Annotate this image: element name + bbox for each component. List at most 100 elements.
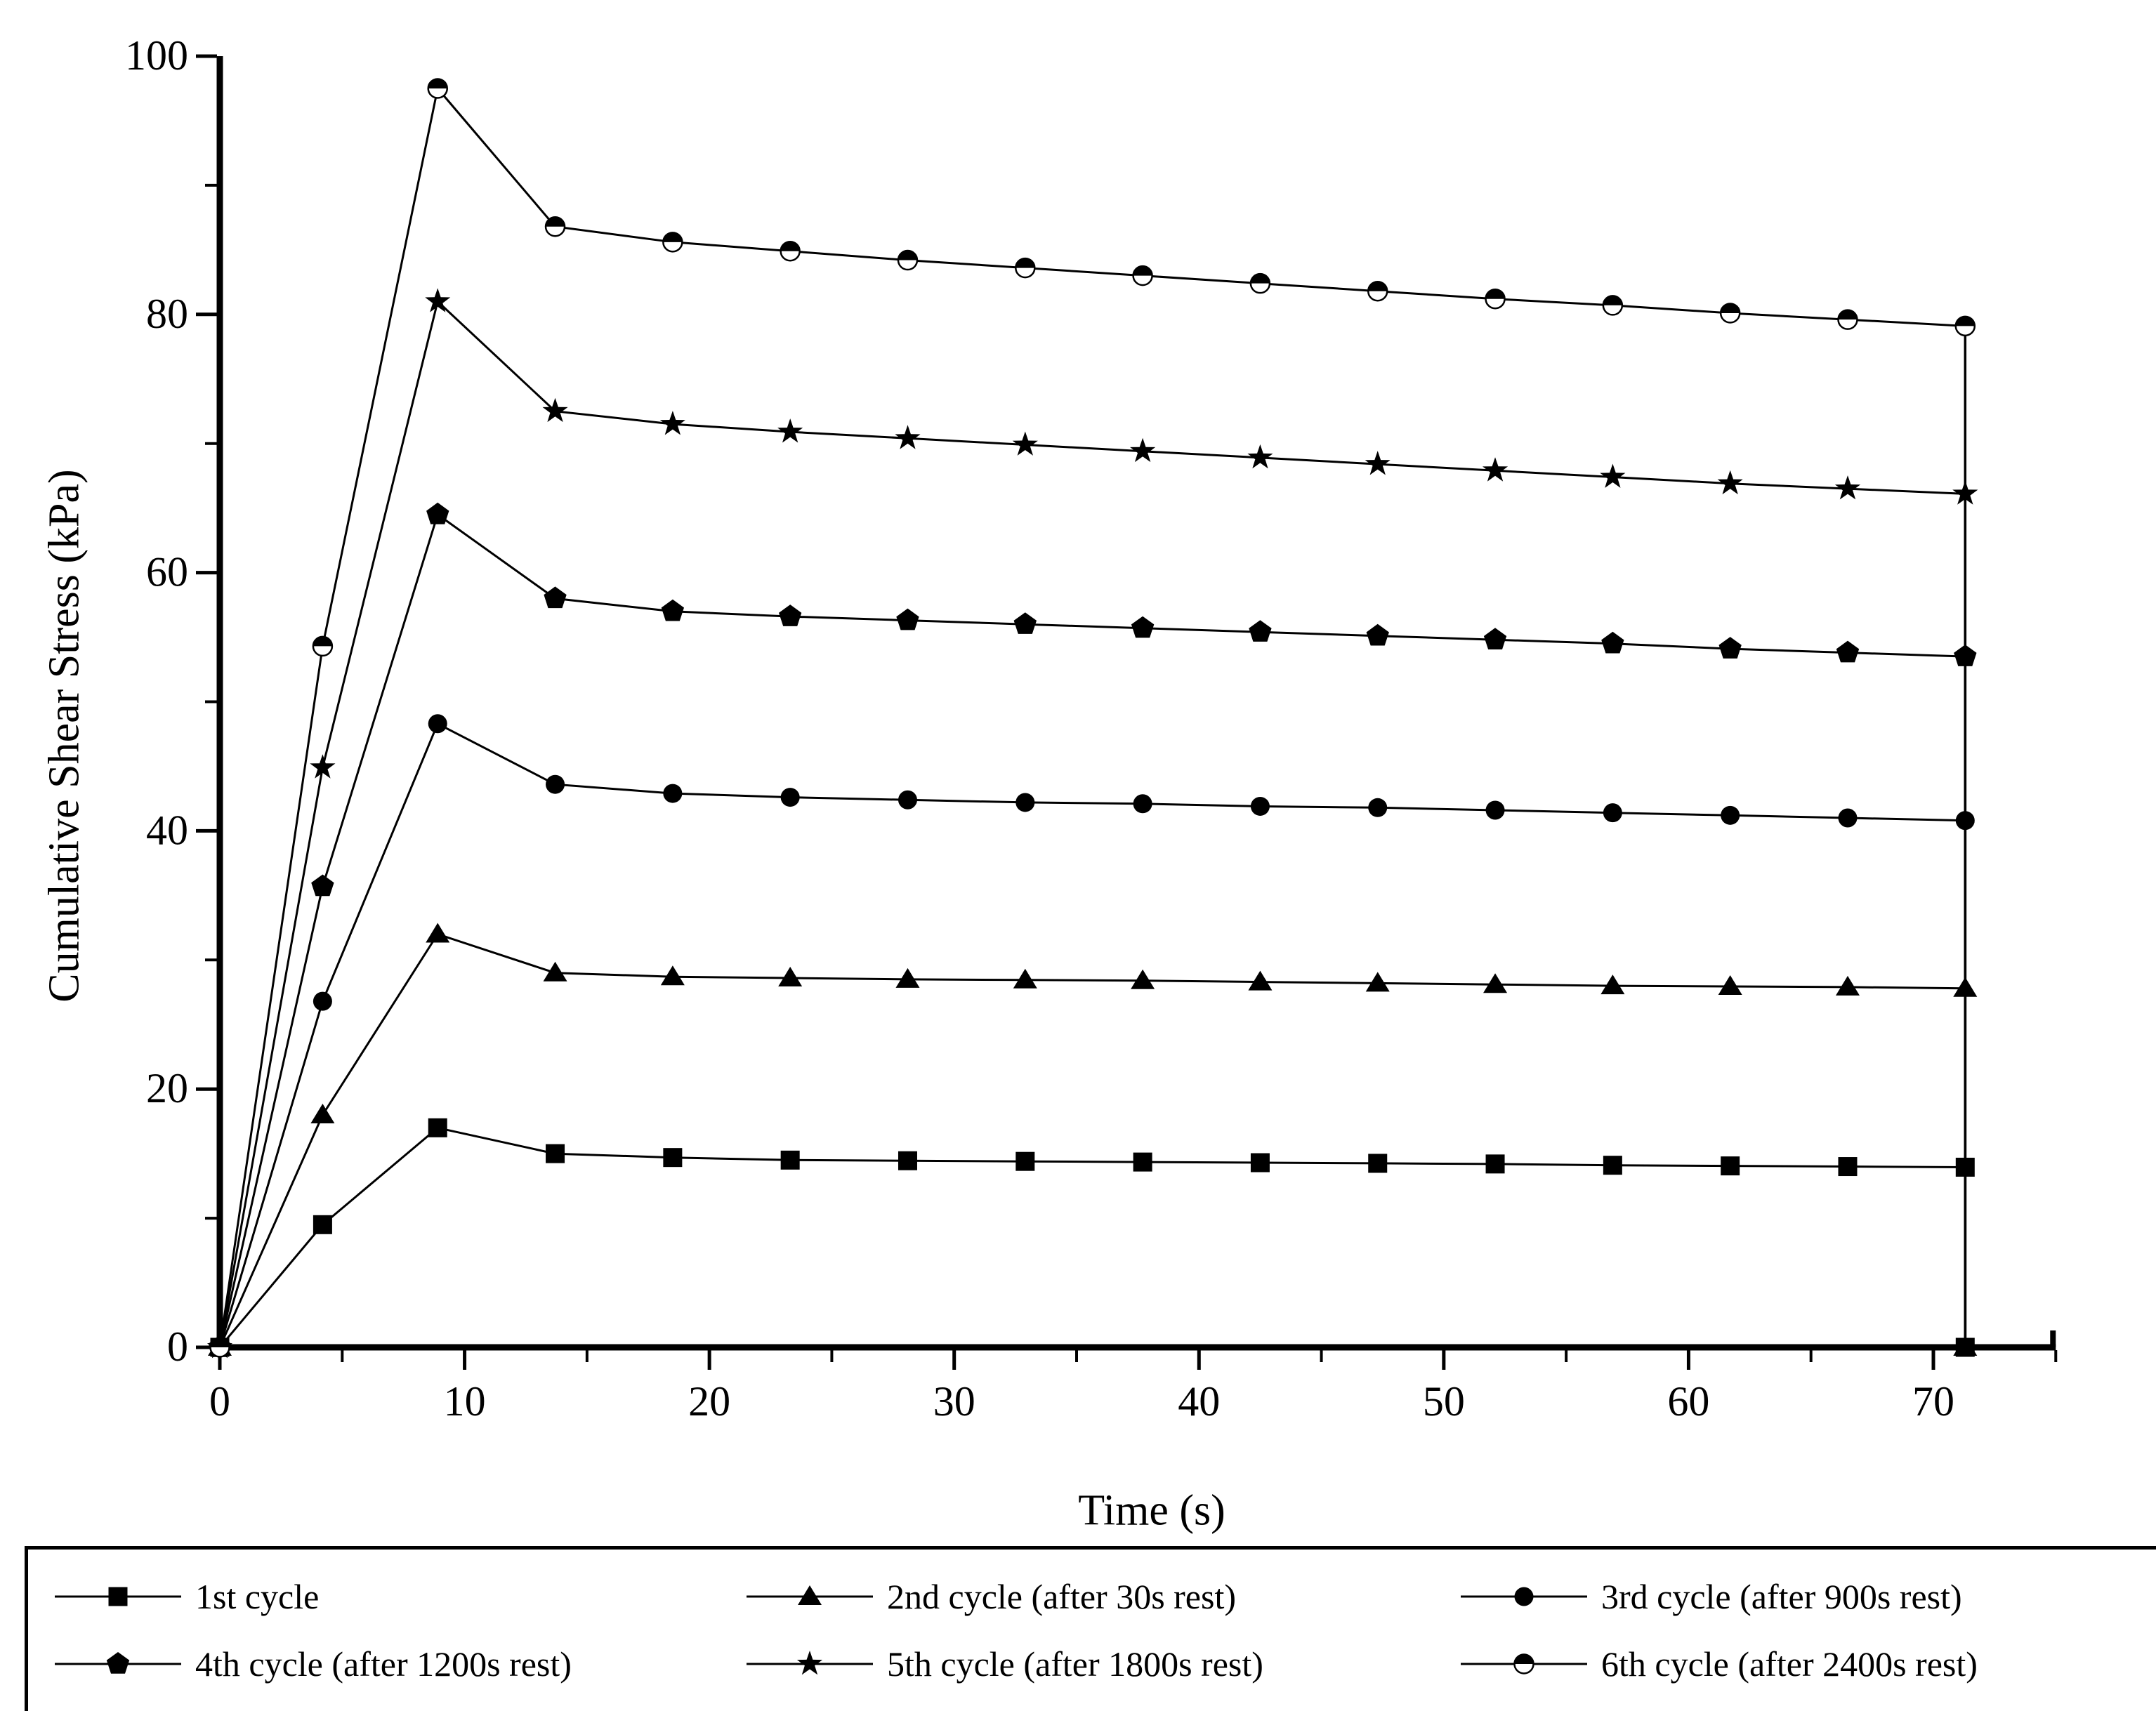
legend-label: 5th cycle (after 1800s rest) bbox=[887, 1644, 1263, 1684]
legend-marker-filled-star bbox=[796, 1651, 823, 1675]
marker-filled-circle bbox=[1133, 794, 1152, 814]
marker-filled-star bbox=[425, 288, 451, 312]
legend-item-2nd-cycle: 2nd cycle (after 30s rest) bbox=[747, 1576, 1461, 1617]
marker-filled-square bbox=[663, 1148, 683, 1168]
marker-half-filled-circle bbox=[1485, 288, 1506, 310]
marker-filled-circle bbox=[1838, 808, 1858, 828]
series-line bbox=[218, 299, 1966, 1348]
legend-icon-svg bbox=[1461, 1587, 1587, 1606]
marker-filled-triangle bbox=[1835, 975, 1860, 996]
marker-filled-star bbox=[1365, 451, 1391, 475]
marker-filled-star bbox=[310, 754, 336, 779]
marker-half-filled-circle bbox=[662, 232, 683, 253]
marker-filled-star bbox=[1130, 437, 1156, 463]
legend-label: 6th cycle (after 2400s rest) bbox=[1601, 1644, 1978, 1684]
marker-half-filled-circle bbox=[1132, 265, 1153, 286]
marker-filled-circle bbox=[780, 788, 800, 807]
marker-filled-triangle bbox=[543, 961, 567, 982]
x-tick-label: 0 bbox=[209, 1378, 230, 1425]
marker-filled-pentagon bbox=[779, 605, 802, 626]
marker-filled-square bbox=[428, 1118, 447, 1137]
marker-filled-square bbox=[1603, 1156, 1622, 1175]
x-tick-label: 30 bbox=[933, 1378, 975, 1425]
marker-filled-square bbox=[780, 1150, 800, 1170]
marker-filled-star bbox=[895, 425, 921, 449]
marker-filled-square bbox=[1368, 1154, 1388, 1173]
legend-item-6th-cycle: 6th cycle (after 2400s rest) bbox=[1461, 1644, 2156, 1684]
axes bbox=[216, 56, 2056, 1351]
marker-filled-circle bbox=[1721, 805, 1740, 825]
marker-half-filled-circle bbox=[544, 216, 566, 237]
marker-filled-pentagon bbox=[1483, 628, 1507, 649]
marker-filled-circle bbox=[1603, 803, 1622, 823]
marker-half-filled-circle bbox=[1015, 257, 1036, 279]
y-tick-label: 100 bbox=[125, 32, 188, 79]
marker-filled-circle bbox=[1485, 800, 1505, 820]
marker-filled-square bbox=[1133, 1152, 1152, 1172]
legend-icon-svg bbox=[1461, 1653, 1587, 1674]
y-tick-label: 60 bbox=[146, 549, 188, 595]
marker-filled-pentagon bbox=[426, 502, 449, 524]
marker-half-filled-circle bbox=[1837, 309, 1858, 330]
series-line bbox=[218, 86, 1966, 1348]
marker-filled-square bbox=[1485, 1154, 1505, 1174]
legend-marker-filled-pentagon-icon bbox=[55, 1644, 181, 1684]
marker-half-filled-circle bbox=[1249, 272, 1271, 294]
legend-icon-svg bbox=[55, 1652, 181, 1674]
marker-filled-circle bbox=[898, 790, 917, 810]
marker-filled-square bbox=[1721, 1156, 1740, 1176]
legend-marker-filled-triangle bbox=[798, 1585, 822, 1605]
marker-half-filled-circle bbox=[1367, 280, 1388, 302]
x-tick-label: 10 bbox=[444, 1378, 486, 1425]
series-line bbox=[218, 513, 1966, 1348]
marker-filled-circle bbox=[1015, 793, 1035, 812]
x-axis-title: Time (s) bbox=[1078, 1486, 1225, 1535]
marker-filled-triangle bbox=[1718, 975, 1742, 995]
marker-filled-square bbox=[313, 1215, 332, 1234]
marker-filled-pentagon bbox=[1601, 631, 1624, 654]
marker-filled-star bbox=[1483, 457, 1508, 482]
marker-half-filled-circle bbox=[1954, 315, 1976, 337]
y-tick-label: 80 bbox=[146, 291, 188, 337]
marker-half-filled-circle bbox=[780, 240, 801, 262]
marker-filled-square bbox=[546, 1144, 565, 1163]
legend-item-1st-cycle: 1st cycle bbox=[55, 1576, 747, 1617]
marker-filled-pentagon bbox=[896, 608, 919, 630]
legend-label: 4th cycle (after 1200s rest) bbox=[195, 1644, 572, 1684]
marker-filled-star bbox=[1600, 463, 1626, 488]
marker-filled-circle bbox=[428, 714, 447, 734]
legend-label: 3rd cycle (after 900s rest) bbox=[1601, 1577, 1962, 1616]
marker-filled-triangle bbox=[1013, 968, 1037, 989]
marker-filled-triangle bbox=[1248, 970, 1273, 991]
marker-half-filled-circle bbox=[1719, 303, 1741, 324]
marker-filled-triangle bbox=[895, 967, 920, 988]
marker-filled-triangle bbox=[426, 923, 450, 943]
series-line bbox=[218, 722, 1966, 1348]
y-axis-title: Cumulative Shear Stress (kPa) bbox=[40, 469, 88, 1003]
marker-filled-star bbox=[1834, 475, 1861, 500]
legend: 1st cycle 2nd cycle (after 30s rest) 3rd… bbox=[25, 1546, 2156, 1711]
legend-marker-filled-square bbox=[108, 1587, 128, 1606]
marker-filled-square bbox=[1015, 1151, 1035, 1171]
x-tick-label: 40 bbox=[1178, 1378, 1220, 1425]
marker-half-filled-circle bbox=[209, 1337, 230, 1358]
marker-half-filled-circle bbox=[427, 78, 448, 99]
series-3rd-cycle-after-900s-rest bbox=[210, 714, 1975, 1357]
marker-filled-star bbox=[1717, 470, 1743, 495]
series-1st-cycle bbox=[210, 1118, 1975, 1357]
series-6th-cycle-after-2400s-rest bbox=[209, 78, 1976, 1358]
marker-filled-pentagon bbox=[661, 599, 684, 621]
legend-icon-svg bbox=[747, 1651, 873, 1675]
marker-filled-star bbox=[1247, 444, 1273, 469]
marker-filled-pentagon bbox=[311, 874, 334, 897]
legend-label: 1st cycle bbox=[195, 1577, 320, 1616]
series-5th-cycle-after-1800s-rest bbox=[206, 288, 1978, 1359]
marker-filled-circle bbox=[1368, 798, 1388, 817]
marker-filled-pentagon bbox=[1249, 620, 1272, 642]
x-tick-label: 70 bbox=[1912, 1378, 1954, 1425]
marker-filled-square bbox=[1250, 1153, 1270, 1172]
ticks: 0 10 20 30 40 50 60 70 0 20 40 60 80 100 bbox=[125, 32, 2058, 1425]
series-2nd-cycle-after-30s-rest bbox=[208, 923, 1978, 1356]
